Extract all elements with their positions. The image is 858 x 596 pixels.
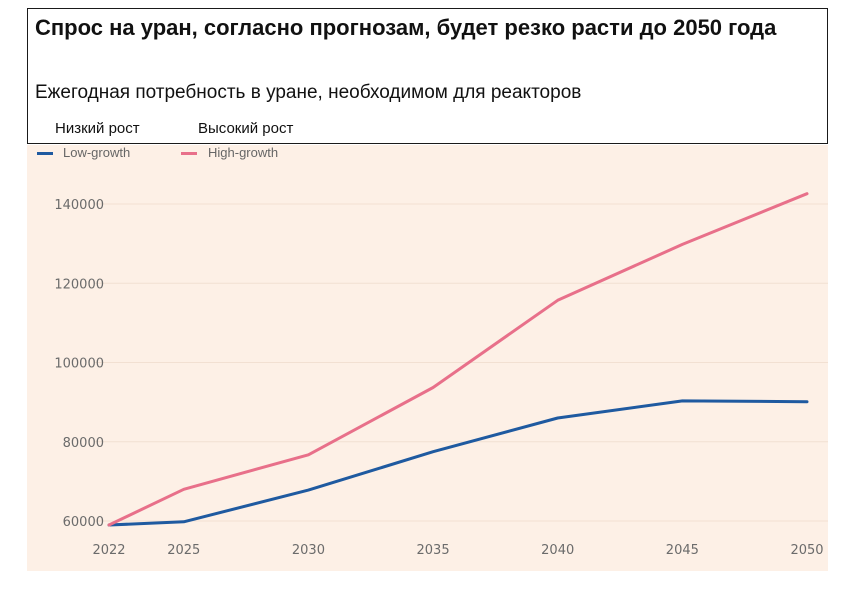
x-tick-label-2045: 2045: [666, 543, 699, 558]
chart-subtitle: Ежегодная потребность в уране, необходим…: [35, 82, 582, 103]
x-tick-label-2022: 2022: [92, 543, 125, 558]
x-tick-label-2040: 2040: [541, 543, 574, 558]
chart-title: Спрос на уран, согласно прогнозам, будет…: [35, 15, 777, 40]
x-tick-label-2025: 2025: [167, 543, 200, 558]
y-tick-label-60000: 60000: [63, 515, 104, 530]
header-box: Спрос на уран, согласно прогнозам, будет…: [27, 8, 828, 144]
y-tick-label-100000: 100000: [54, 357, 104, 372]
series-line-high-growth: [107, 192, 809, 527]
legend-ru-low-growth: Низкий рост: [55, 120, 140, 137]
y-tick-label-120000: 120000: [54, 277, 104, 292]
legend-ru-high-growth: Высокий рост: [198, 120, 294, 137]
legend-label-low-growth: Low-growth: [63, 145, 131, 160]
x-tick-label-2050: 2050: [790, 543, 823, 558]
legend-swatch-low-growth: [37, 152, 53, 155]
legend-swatch-high-growth: [181, 152, 197, 155]
series-line-low-growth: [107, 399, 809, 527]
y-tick-label-140000: 140000: [54, 198, 104, 213]
x-tick-label-2035: 2035: [417, 543, 450, 558]
y-tick-label-80000: 80000: [63, 436, 104, 451]
legend-label-high-growth: High-growth: [208, 145, 279, 160]
x-tick-label-2030: 2030: [292, 543, 325, 558]
